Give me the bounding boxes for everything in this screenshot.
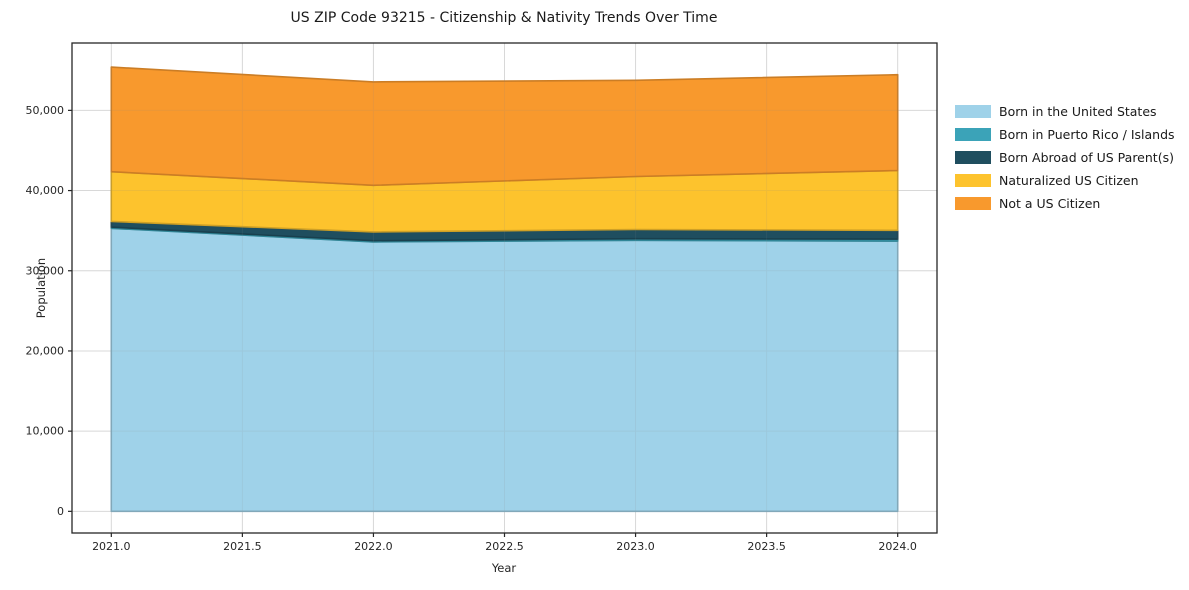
legend-color-swatch-icon [955,151,991,164]
y-tick-label: 50,000 [26,104,65,117]
axis-ticks [68,109,899,537]
y-tick-label: 10,000 [26,425,65,438]
legend-item-label: Born Abroad of US Parent(s) [999,150,1174,165]
legend-color-swatch-icon [955,174,991,187]
legend: Born in the United States Born in Puerto… [955,100,1175,215]
x-tick-label: 2023.5 [747,540,786,553]
legend-item-label: Born in Puerto Rico / Islands [999,127,1175,142]
legend-item: Not a US Citizen [955,192,1175,215]
y-tick-label: 40,000 [26,184,65,197]
x-tick-label: 2021.5 [223,540,262,553]
x-tick-label: 2024.0 [878,540,917,553]
y-axis-label: Population [34,258,48,318]
area-series-4 [110,66,899,187]
legend-color-swatch-icon [955,128,991,141]
y-tick-label: 20,000 [26,344,65,357]
x-axis-label: Year [491,561,517,575]
chart-title: US ZIP Code 93215 - Citizenship & Nativi… [291,10,718,26]
x-tick-label: 2021.0 [92,540,131,553]
y-tick-label: 30,000 [26,264,65,277]
x-tick-label: 2022.5 [485,540,524,553]
legend-item: Born Abroad of US Parent(s) [955,146,1175,169]
legend-item-label: Born in the United States [999,104,1157,119]
gridlines-over [72,43,937,533]
legend-item: Born in Puerto Rico / Islands [955,123,1175,146]
legend-item: Born in the United States [955,100,1175,123]
legend-color-swatch-icon [955,197,991,210]
x-tick-label: 2023.0 [616,540,655,553]
legend-item-label: Naturalized US Citizen [999,173,1139,188]
axis-tick-labels: 0 10,000 20,000 30,000 40,000 50,000 2021.0 202… [26,104,917,553]
legend-item: Naturalized US Citizen [955,169,1175,192]
legend-item-label: Not a US Citizen [999,196,1101,211]
x-tick-label: 2022.0 [354,540,393,553]
stacked-areas [110,66,899,513]
legend-color-swatch-icon [955,105,991,118]
y-tick-label: 0 [57,505,64,518]
